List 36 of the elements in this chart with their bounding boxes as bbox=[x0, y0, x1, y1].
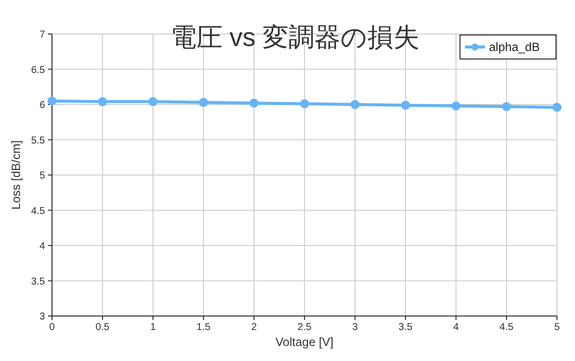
point bbox=[300, 99, 309, 108]
y-tick-label: 5 bbox=[39, 170, 46, 182]
legend: alpha_dB bbox=[460, 34, 556, 60]
y-tick-label: 3.5 bbox=[31, 276, 46, 288]
y-tick-label: 7 bbox=[39, 30, 46, 40]
x-tick-label: 1.5 bbox=[196, 322, 211, 333]
point bbox=[98, 97, 107, 106]
y-tick-label: 3 bbox=[39, 312, 46, 322]
point bbox=[452, 101, 460, 110]
legend-label: alpha_dB bbox=[489, 40, 540, 54]
point bbox=[401, 100, 410, 110]
y-tick-label: 4 bbox=[39, 241, 46, 252]
point bbox=[502, 102, 511, 112]
x-tick-label: 3.5 bbox=[398, 322, 413, 333]
point bbox=[148, 97, 158, 106]
x-tick-label: 0 bbox=[49, 322, 56, 333]
x-axis-title: Voltage [V] bbox=[275, 335, 334, 349]
x-tick-label: 5 bbox=[554, 322, 560, 333]
point bbox=[552, 102, 562, 112]
x-tick-label: 4 bbox=[453, 322, 460, 333]
point bbox=[250, 98, 258, 108]
x-tick-label: 1 bbox=[150, 322, 156, 333]
y-tick-label: 5.5 bbox=[31, 135, 46, 146]
y-tick-label: 6.5 bbox=[31, 64, 46, 76]
x-tick-label: 0.5 bbox=[96, 322, 110, 333]
point bbox=[48, 96, 56, 106]
x-tick-label: 4.5 bbox=[500, 322, 514, 333]
x-tick-label: 2 bbox=[251, 322, 258, 333]
x-tick-label: 3 bbox=[352, 322, 358, 333]
y-axis-title: Loss [dB/cm] bbox=[9, 140, 23, 210]
point bbox=[199, 98, 208, 107]
y-tick-label: 4.5 bbox=[31, 206, 46, 217]
y-tick-label: 6 bbox=[39, 100, 46, 111]
point bbox=[350, 100, 360, 109]
x-tick-label: 2.5 bbox=[298, 322, 312, 333]
chart-title: 電圧 vs 変調器の損失 bbox=[170, 22, 420, 52]
